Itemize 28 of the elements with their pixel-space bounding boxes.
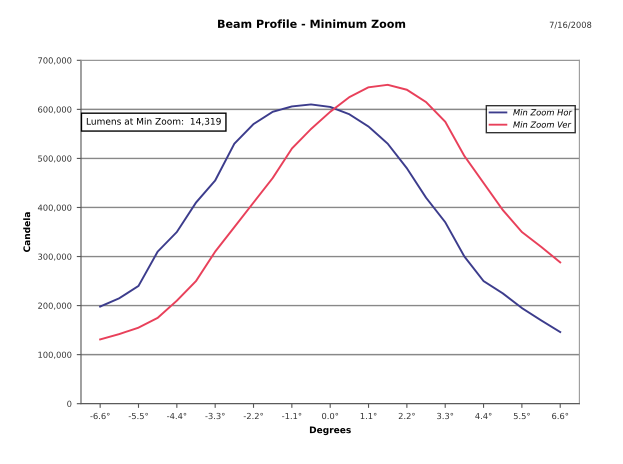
y-tick-label: 200,000 [38, 302, 72, 310]
text: 7/16/2008 [550, 22, 592, 29]
legend-label: Min Zoom Ver [513, 121, 572, 128]
annotation: Lumens at Min Zoom: 14,319 [86, 118, 221, 126]
x-tick-label: -3.3° [205, 412, 225, 420]
x-tick-label: 0.0° [322, 412, 338, 420]
x-tick-label: -2.2° [244, 412, 263, 420]
y-tick-label: 300,000 [38, 254, 72, 261]
x-tick-label: 1.1° [360, 412, 376, 420]
x-tick-label: 5.5° [514, 412, 530, 420]
x-tick-label: 4.4° [475, 412, 492, 420]
x-tick-label: -5.5° [128, 412, 148, 420]
x-tick-label: 6.6° [552, 412, 568, 420]
y-tick-label: 500,000 [38, 155, 72, 163]
y-tick-label: 700,000 [38, 57, 72, 64]
y-axis-title: Candela [23, 212, 30, 252]
y-tick-label: 600,000 [38, 106, 72, 114]
legend-label: Min Zoom Hor [513, 109, 572, 116]
y-tick-label: 400,000 [38, 204, 72, 212]
x-axis-title: Degrees [310, 426, 351, 436]
x-tick-label: -6.6° [90, 412, 110, 420]
y-tick-label: 0 [67, 400, 72, 407]
x-tick-label: 2.2° [398, 412, 415, 420]
x-tick-label: -1.1° [282, 412, 302, 420]
x-tick-label: 3.3° [437, 412, 454, 420]
y-tick-label: 100,000 [38, 352, 72, 359]
chart-title: Beam Profile - Minimum Zoom [218, 19, 406, 28]
x-tick-label: -4.4° [167, 412, 186, 420]
